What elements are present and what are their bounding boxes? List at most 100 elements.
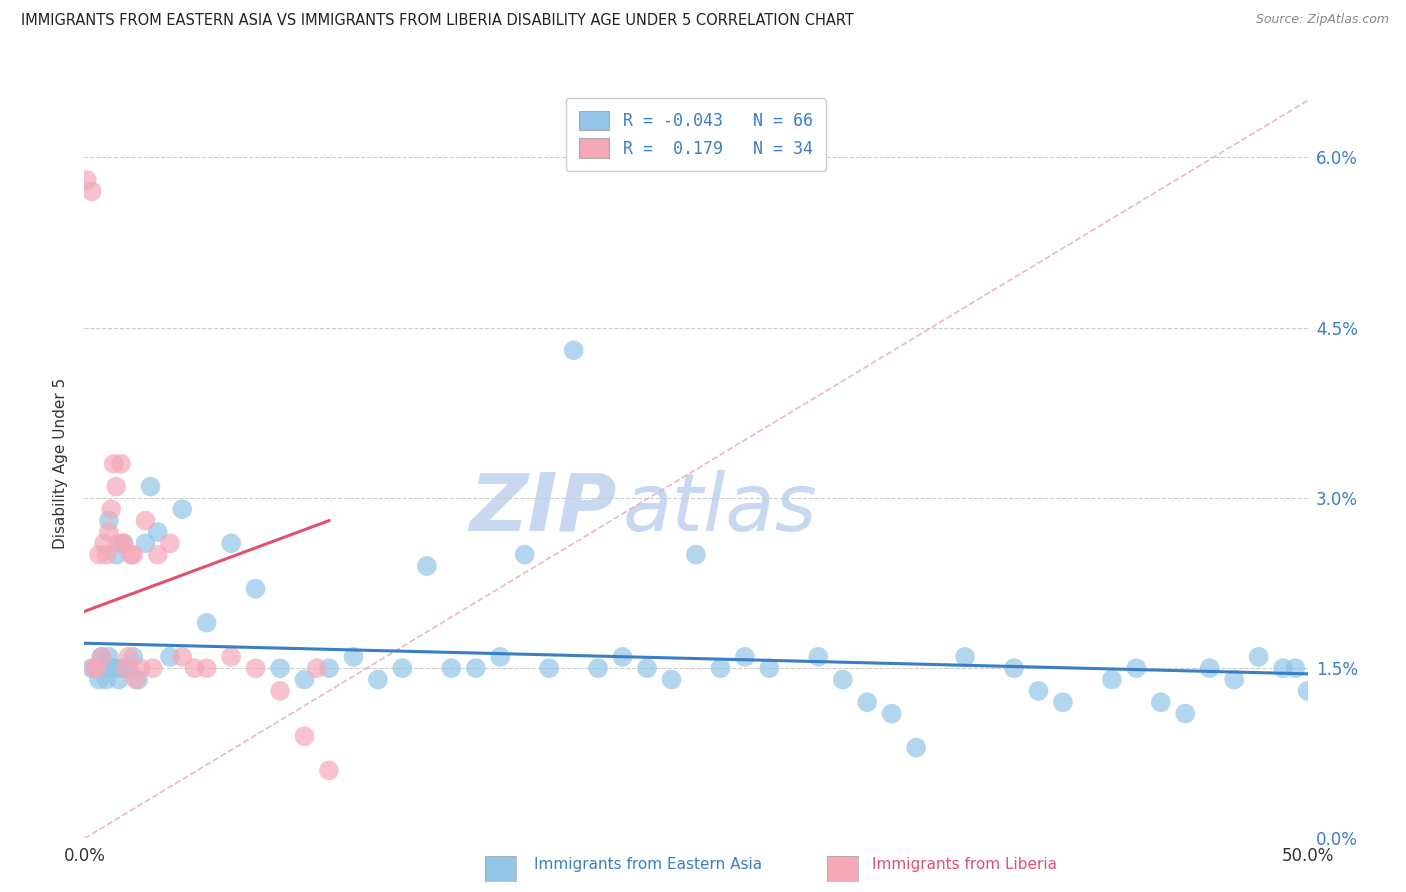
Point bbox=[103, 661, 125, 675]
Y-axis label: Disability Age Under 5: Disability Age Under 5 bbox=[53, 378, 69, 549]
Point bbox=[105, 479, 128, 493]
Point bbox=[318, 764, 340, 778]
Point bbox=[1223, 673, 1246, 687]
Point bbox=[612, 649, 634, 664]
Point bbox=[129, 661, 152, 675]
Point bbox=[135, 514, 157, 528]
Point bbox=[440, 661, 463, 675]
Point bbox=[758, 661, 780, 675]
Point bbox=[391, 661, 413, 675]
Point bbox=[146, 548, 169, 562]
Point bbox=[685, 548, 707, 562]
Legend: R = -0.043   N = 66, R =  0.179   N = 34: R = -0.043 N = 66, R = 0.179 N = 34 bbox=[567, 97, 825, 171]
Point bbox=[97, 649, 120, 664]
Point bbox=[105, 548, 128, 562]
Point bbox=[120, 548, 142, 562]
Point bbox=[86, 661, 108, 675]
Point bbox=[80, 661, 103, 675]
Point bbox=[305, 661, 328, 675]
Point bbox=[90, 649, 112, 664]
Point bbox=[464, 661, 486, 675]
Point bbox=[122, 649, 145, 664]
Point bbox=[1101, 673, 1123, 687]
Point bbox=[367, 673, 389, 687]
Point bbox=[636, 661, 658, 675]
Point bbox=[76, 173, 98, 187]
Point bbox=[831, 673, 853, 687]
Point bbox=[183, 661, 205, 675]
Point bbox=[125, 673, 148, 687]
Point bbox=[115, 661, 138, 675]
Point bbox=[294, 673, 316, 687]
Point bbox=[96, 548, 118, 562]
Point bbox=[110, 457, 132, 471]
Point bbox=[195, 661, 218, 675]
Point bbox=[115, 661, 138, 675]
Point bbox=[1247, 649, 1270, 664]
Point bbox=[142, 661, 165, 675]
Point bbox=[87, 548, 110, 562]
Point bbox=[1284, 661, 1306, 675]
Point bbox=[86, 661, 108, 675]
Point bbox=[1272, 661, 1295, 675]
Point bbox=[1296, 684, 1319, 698]
Point bbox=[953, 649, 976, 664]
Point bbox=[112, 536, 135, 550]
Point bbox=[159, 536, 181, 550]
Point bbox=[117, 649, 139, 664]
Point bbox=[294, 729, 316, 743]
Point bbox=[538, 661, 561, 675]
Point bbox=[1052, 695, 1074, 709]
Text: Immigrants from Eastern Asia: Immigrants from Eastern Asia bbox=[534, 857, 762, 872]
Point bbox=[318, 661, 340, 675]
Point bbox=[219, 649, 242, 664]
Point bbox=[97, 514, 120, 528]
Text: Immigrants from Liberia: Immigrants from Liberia bbox=[872, 857, 1057, 872]
Point bbox=[1198, 661, 1220, 675]
Point bbox=[117, 661, 139, 675]
Text: ZIP: ZIP bbox=[470, 470, 616, 548]
Point bbox=[107, 673, 129, 687]
Point bbox=[103, 457, 125, 471]
Point bbox=[139, 479, 162, 493]
Point bbox=[709, 661, 731, 675]
Point bbox=[219, 536, 242, 550]
Point bbox=[245, 661, 267, 675]
Point bbox=[96, 673, 118, 687]
Point bbox=[586, 661, 609, 675]
Point bbox=[269, 661, 291, 675]
Point bbox=[245, 582, 267, 596]
Point bbox=[489, 649, 512, 664]
Text: IMMIGRANTS FROM EASTERN ASIA VS IMMIGRANTS FROM LIBERIA DISABILITY AGE UNDER 5 C: IMMIGRANTS FROM EASTERN ASIA VS IMMIGRAN… bbox=[21, 13, 853, 29]
Point bbox=[107, 536, 129, 550]
Point bbox=[112, 536, 135, 550]
Point bbox=[100, 502, 122, 516]
Point bbox=[880, 706, 903, 721]
Point bbox=[1174, 706, 1197, 721]
Point bbox=[1150, 695, 1173, 709]
Point bbox=[172, 502, 194, 516]
Point bbox=[146, 524, 169, 539]
Point bbox=[1002, 661, 1025, 675]
Point bbox=[122, 548, 145, 562]
Point bbox=[80, 185, 103, 199]
Point bbox=[1028, 684, 1050, 698]
Point bbox=[416, 559, 439, 574]
Point bbox=[661, 673, 683, 687]
Point bbox=[269, 684, 291, 698]
Point bbox=[93, 536, 115, 550]
Point bbox=[110, 661, 132, 675]
Text: atlas: atlas bbox=[623, 470, 817, 548]
Point bbox=[87, 673, 110, 687]
Point bbox=[734, 649, 756, 664]
Point bbox=[100, 661, 122, 675]
Point bbox=[562, 343, 585, 358]
Point bbox=[83, 661, 105, 675]
Point bbox=[807, 649, 830, 664]
Point bbox=[93, 661, 115, 675]
Point bbox=[856, 695, 879, 709]
Point bbox=[159, 649, 181, 664]
Point bbox=[342, 649, 364, 664]
Point bbox=[513, 548, 536, 562]
Point bbox=[97, 524, 120, 539]
